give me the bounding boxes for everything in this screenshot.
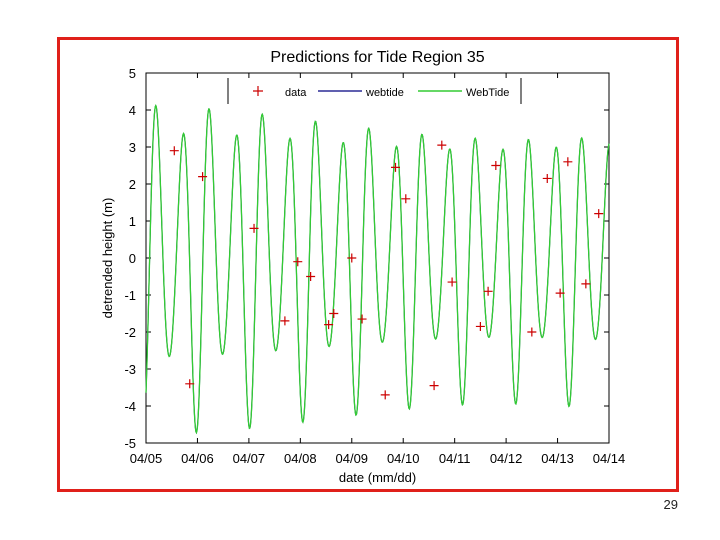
data-point bbox=[555, 288, 565, 298]
y-axis-label: detrended height (m) bbox=[100, 198, 115, 319]
y-tick-label: 0 bbox=[129, 251, 136, 266]
plot-area bbox=[145, 72, 610, 444]
y-tick-label: -5 bbox=[124, 436, 136, 451]
data-point bbox=[581, 279, 591, 289]
x-tick-label: 04/14 bbox=[593, 451, 626, 466]
data-point bbox=[347, 253, 357, 263]
data-point bbox=[475, 321, 485, 331]
data-point bbox=[594, 209, 604, 219]
data-point bbox=[329, 309, 339, 318]
data-point bbox=[280, 316, 290, 326]
chart-title: Predictions for Tide Region 35 bbox=[270, 49, 484, 66]
data-point bbox=[324, 320, 334, 330]
legend-label-WebTide: WebTide bbox=[466, 87, 509, 99]
y-tick-label: 1 bbox=[129, 214, 136, 229]
data-point bbox=[483, 286, 493, 296]
data-point bbox=[293, 257, 303, 267]
data-point bbox=[249, 223, 259, 233]
x-tick-label: 04/11 bbox=[439, 451, 471, 466]
data-point bbox=[429, 381, 439, 391]
data-point bbox=[380, 390, 390, 400]
x-tick-label: 04/07 bbox=[233, 451, 266, 466]
data-point bbox=[391, 162, 401, 172]
data-point bbox=[198, 172, 208, 182]
data-point bbox=[169, 146, 179, 156]
data-point bbox=[306, 272, 316, 281]
y-tick-label: 4 bbox=[129, 103, 136, 118]
data-point bbox=[447, 277, 457, 287]
x-axis-label: date (mm/dd) bbox=[339, 470, 416, 485]
x-tick-label: 04/13 bbox=[541, 451, 574, 466]
y-tick-label: -3 bbox=[124, 362, 136, 377]
x-tick-label: 04/10 bbox=[387, 451, 420, 466]
y-tick-label: 3 bbox=[129, 140, 136, 155]
legend-box bbox=[228, 78, 521, 104]
x-tick-label: 04/06 bbox=[181, 451, 214, 466]
data-point bbox=[401, 194, 411, 204]
page-number: 29 bbox=[663, 497, 678, 512]
y-tick-label: -1 bbox=[124, 288, 136, 303]
x-tick-label: 04/05 bbox=[130, 451, 163, 466]
data-point bbox=[527, 327, 537, 337]
y-tick-label: -4 bbox=[124, 399, 136, 414]
data-point bbox=[542, 173, 552, 183]
y-tick-label: -2 bbox=[124, 325, 136, 340]
x-tick-label: 04/09 bbox=[336, 451, 369, 466]
series-line-WebTide bbox=[145, 104, 610, 435]
y-tick-label: 5 bbox=[129, 66, 136, 81]
data-point bbox=[185, 379, 195, 389]
data-point bbox=[563, 157, 573, 167]
slide-frame bbox=[57, 37, 679, 492]
x-tick-label: 04/08 bbox=[284, 451, 317, 466]
y-tick-label: 2 bbox=[129, 177, 136, 192]
data-point bbox=[491, 161, 501, 170]
data-point bbox=[437, 140, 447, 150]
data-point bbox=[357, 314, 367, 324]
x-tick-label: 04/12 bbox=[490, 451, 523, 466]
legend-label-webtide: webtide bbox=[365, 87, 404, 99]
legend-marker-data bbox=[253, 86, 263, 96]
legend-label-data: data bbox=[285, 87, 307, 99]
